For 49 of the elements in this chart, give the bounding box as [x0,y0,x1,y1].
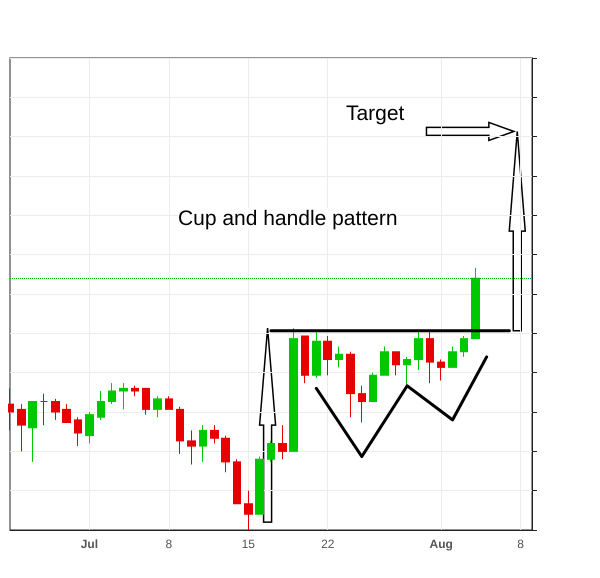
candlestick [358,385,366,423]
candlestick [460,335,468,358]
candlestick [153,396,162,418]
candlestick [199,424,207,462]
candlestick [165,396,173,410]
candlestick [85,412,94,444]
candlestick [210,424,219,444]
candlestick [233,458,241,504]
x-tick-label: Jul [80,537,98,551]
candlestick [244,490,253,530]
x-tick-label: Aug [430,537,453,551]
candlestick [301,335,309,384]
candlestick [131,385,139,397]
x-tick-label: 15 [242,537,256,551]
candlestick [335,346,343,368]
candlestick [392,351,400,376]
candlestick [74,416,82,447]
text: Target [346,102,405,125]
candlestick [414,330,423,371]
candlestick [278,424,287,460]
candlestick [323,335,332,376]
candlestick [471,267,480,340]
x-tick-label: 8 [517,537,524,551]
candlestick [346,351,355,418]
candlestick [448,346,457,368]
candlestick [267,440,275,462]
candlestick [17,404,26,452]
candlestick [312,330,321,378]
candlestick [369,372,377,402]
candlestick [97,390,105,420]
candlestick [255,456,264,515]
candlestick [403,356,411,386]
candlestick [426,330,434,384]
candlestick [51,398,60,420]
x-tick-label: 22 [321,537,335,551]
candlestick [119,382,128,410]
candlestick [176,406,184,454]
candlestick [40,393,48,426]
candlestick [221,435,230,473]
candlestick [187,430,196,465]
candlestick [437,359,445,382]
text: Cup and handle pattern [178,207,398,230]
x-tick-label: 8 [166,537,173,551]
candlestick [380,346,389,376]
candlestick [142,388,150,416]
candlestick [62,404,71,423]
candlestick [108,382,116,405]
candlestick [289,328,298,452]
candlestick [28,401,37,462]
